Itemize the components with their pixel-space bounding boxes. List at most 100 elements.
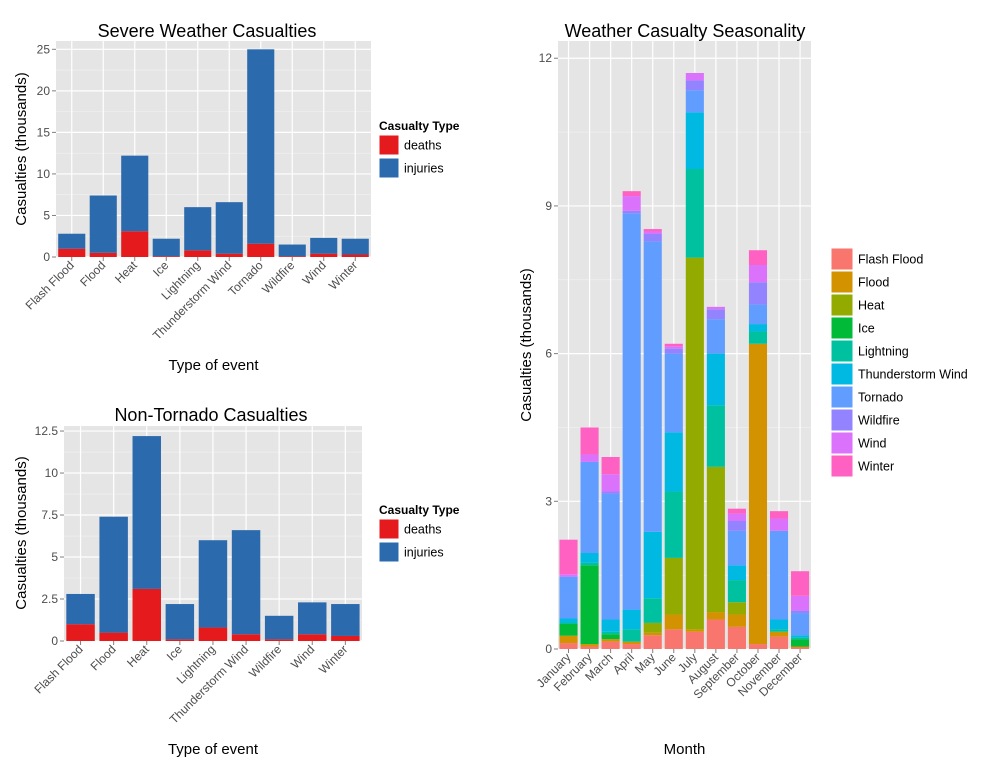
x-tick-label: Wildfire	[259, 258, 297, 296]
bar-segment-deaths	[298, 634, 327, 641]
bar-segment-wind	[769, 518, 789, 531]
x-axis-title: Month	[664, 741, 706, 758]
legend-key-flood	[830, 270, 854, 294]
bar-segment-winter	[769, 511, 789, 519]
bar-segment-ice	[580, 565, 599, 645]
bar-segment-injuries	[264, 615, 294, 640]
bar-segment-wildfire	[664, 348, 683, 354]
bar-segment-injuries	[278, 244, 306, 257]
bar-segment-flash-flood	[580, 646, 599, 649]
x-tick-label: Heat	[112, 258, 140, 286]
chart-title: Severe Weather Casualties	[98, 21, 317, 41]
bar-stack-lightning	[198, 540, 228, 641]
bar-stack-march	[601, 457, 620, 649]
bar-segment-winter	[622, 191, 641, 197]
bar-segment-thunderstorm-wind	[748, 324, 768, 332]
y-tick-label: 3	[545, 494, 552, 508]
bar-segment-wildfire	[727, 521, 746, 531]
bar-stack-august	[706, 306, 725, 649]
legend-key-wildfire	[830, 408, 854, 432]
bar-segment-flood	[580, 644, 599, 647]
bar-segment-lightning	[727, 580, 746, 603]
legend-label-wildfire: Wildfire	[858, 414, 900, 428]
x-tick-label: Heat	[124, 642, 152, 670]
y-tick-label: 9	[545, 199, 552, 213]
bar-stack-september	[727, 508, 746, 649]
bar-segment-winter	[580, 427, 599, 455]
bar-stack-april	[622, 191, 641, 649]
y-axis-title: Casualties (thousands)	[13, 456, 30, 609]
bar-stack-november	[769, 511, 789, 649]
bar-stack-flash-flood	[66, 593, 95, 641]
bar-stack-heat	[132, 436, 161, 641]
bar-segment-flash-flood	[664, 629, 683, 649]
bar-segment-tornado	[685, 90, 704, 113]
legend-title: Casualty Type	[379, 119, 460, 133]
bar-segment-wildfire	[685, 80, 704, 91]
bar-segment-deaths	[66, 624, 95, 641]
bar-segment-lightning	[748, 331, 768, 344]
bar-segment-flood	[791, 646, 810, 648]
bar-segment-deaths	[121, 231, 149, 257]
bar-segment-injuries	[298, 602, 327, 635]
bar-segment-flood	[643, 632, 662, 636]
legend-label-tornado: Tornado	[858, 391, 903, 405]
y-tick-label: 6	[545, 347, 552, 361]
legend-label-ice: Ice	[858, 322, 875, 336]
bar-segment-flash-flood	[559, 643, 578, 649]
bar-segment-flood	[769, 631, 789, 637]
bar-stack-winter	[331, 604, 360, 641]
bar-segment-wind	[706, 306, 725, 310]
bar-segment-wildfire	[601, 491, 620, 494]
bar-segment-deaths	[264, 639, 294, 641]
x-axis-title: Type of event	[168, 741, 259, 758]
bar-segment-thunderstorm-wind	[622, 609, 641, 630]
bar-segment-winter	[559, 539, 578, 575]
bar-segment-tornado	[622, 213, 641, 610]
bar-stack-thunderstorm-wind	[215, 202, 243, 257]
chart-weather-casualty-seasonality: 036912JanuaryFebruaryMarchAprilMayJuneJu…	[518, 21, 968, 758]
legend-label-heat: Heat	[858, 299, 885, 313]
bar-segment-flood	[559, 635, 578, 644]
legend-key-injuries	[378, 157, 400, 179]
bar-segment-lightning	[622, 629, 641, 642]
chart-title: Non-Tornado Casualties	[114, 405, 307, 425]
bar-segment-flood	[685, 629, 704, 632]
bar-segment-deaths	[184, 250, 212, 257]
legend-label-deaths: deaths	[404, 139, 442, 153]
bar-segment-wildfire	[706, 309, 725, 320]
x-tick-label: April	[610, 650, 637, 677]
bar-segment-deaths	[247, 243, 275, 257]
x-tick-label: Tornado	[225, 258, 266, 299]
legend-label-injuries: injuries	[404, 162, 444, 176]
bar-segment-flash-flood	[706, 619, 725, 649]
bar-stack-flood	[89, 195, 117, 257]
legend-label-flash-flood: Flash Flood	[858, 253, 923, 267]
bar-segment-flood	[664, 614, 683, 630]
bar-segment-tornado	[769, 530, 789, 620]
y-tick-label: 0	[51, 634, 58, 648]
bar-stack-october	[748, 250, 768, 649]
bar-segment-lightning	[791, 637, 810, 640]
bar-segment-flood	[748, 343, 768, 645]
bar-segment-injuries	[89, 195, 117, 253]
y-tick-label: 12	[539, 51, 553, 65]
bar-segment-tornado	[643, 241, 662, 532]
bar-segment-wind	[664, 346, 683, 349]
plot-panel	[558, 41, 811, 649]
bar-segment-deaths	[89, 252, 117, 257]
bar-segment-wildfire	[622, 210, 641, 214]
bar-segment-flood	[706, 612, 725, 620]
y-tick-label: 2.5	[41, 592, 58, 606]
bar-segment-wind	[643, 231, 662, 234]
bar-segment-thunderstorm-wind	[706, 353, 725, 406]
bar-segment-thunderstorm-wind	[580, 553, 599, 563]
legend-key-deaths	[378, 518, 400, 540]
bar-stack-june	[664, 343, 683, 649]
bar-segment-injuries	[99, 516, 128, 633]
bar-segment-wildfire	[643, 233, 662, 242]
x-tick-label: Flood	[88, 642, 119, 673]
legend-key-heat	[830, 293, 854, 317]
bar-segment-thunderstorm-wind	[727, 565, 746, 581]
bar-segment-heat	[685, 257, 704, 630]
